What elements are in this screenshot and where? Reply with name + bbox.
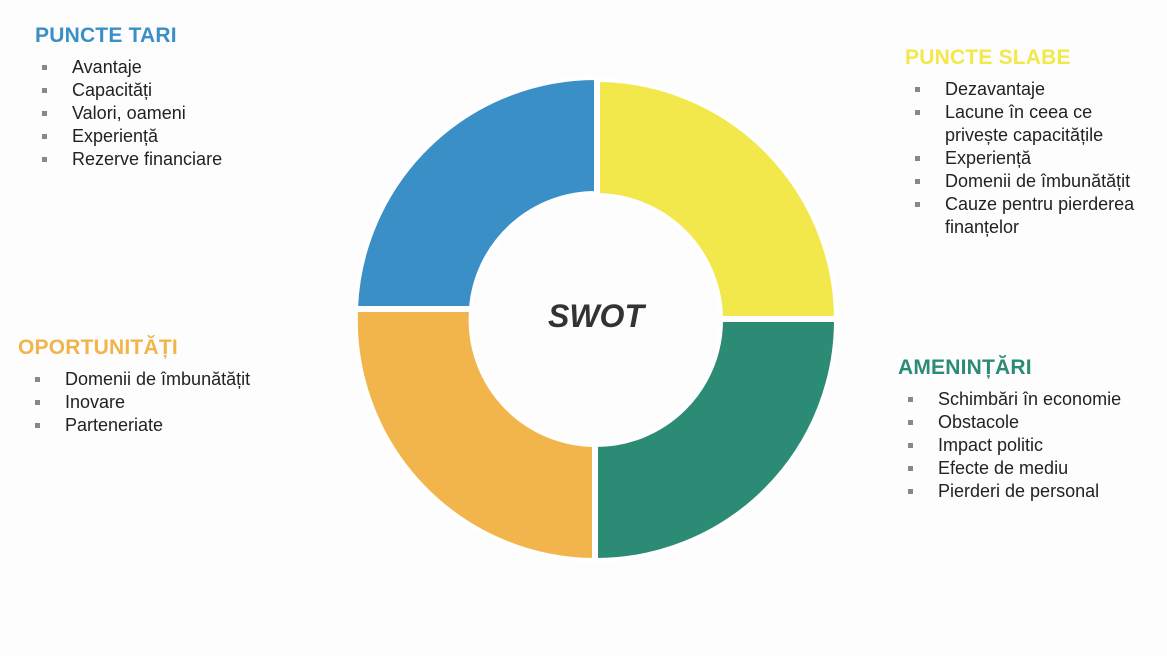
list-item: Obstacole	[901, 411, 1158, 434]
list-item: Lacune în ceea ce privește capacitățile	[908, 101, 1155, 147]
item-list: Dezavantaje Lacune în ceea ce privește ca…	[908, 78, 1155, 239]
list-item: Avantaje	[35, 56, 335, 79]
list-item: Domenii de îmbunătățit	[28, 368, 338, 391]
list-item: Experiență	[908, 147, 1155, 170]
list-item: Schimbări în economie	[901, 388, 1158, 411]
list-item: Inovare	[28, 391, 338, 414]
opportunities: OPORTUNITĂȚI Domenii de îmbunătățit Inova…	[18, 336, 338, 437]
segment-strengths	[353, 75, 598, 310]
weaknesses: PUNCTE SLABE Dezavantaje Lacune în ceea c…	[905, 46, 1155, 239]
list-item: Cauze pentru pierderea finanțelor	[908, 193, 1155, 239]
list-item: Pierderi de personal	[901, 480, 1158, 503]
quadrant-title: OPORTUNITĂȚI	[18, 336, 178, 359]
list-item: Parteneriate	[28, 414, 338, 437]
quadrant-title: PUNCTE SLABE	[905, 46, 1071, 69]
center-label: SWOT	[548, 298, 644, 334]
list-item: Capacități	[35, 79, 335, 102]
quadrant-title: PUNCTE TARI	[35, 24, 177, 47]
item-list: Domenii de îmbunătățit Inovare Parteneriat…	[28, 368, 338, 437]
item-list: Avantaje Capacități Valori, oameni Experien…	[35, 56, 335, 171]
threats: AMENINȚĂRI Schimbări în economie Obstacol…	[898, 356, 1158, 503]
list-item: Efecte de mediu	[901, 457, 1158, 480]
segment-opportunities	[353, 308, 596, 563]
segment-threats	[594, 318, 839, 563]
quadrant-title: AMENINȚĂRI	[898, 356, 1032, 379]
list-item: Domenii de îmbunătățit	[908, 170, 1155, 193]
list-item: Impact politic	[901, 434, 1158, 457]
list-item: Valori, oameni	[35, 102, 335, 125]
list-item: Rezerve financiare	[35, 148, 335, 171]
strengths: PUNCTE TARI Avantaje Capacități Valori, oa…	[35, 24, 335, 171]
item-list: Schimbări în economie Obstacole Impact pol…	[901, 388, 1158, 503]
list-item: Experiență	[35, 125, 335, 148]
list-item: Dezavantaje	[908, 78, 1155, 101]
segment-weaknesses	[596, 77, 839, 320]
